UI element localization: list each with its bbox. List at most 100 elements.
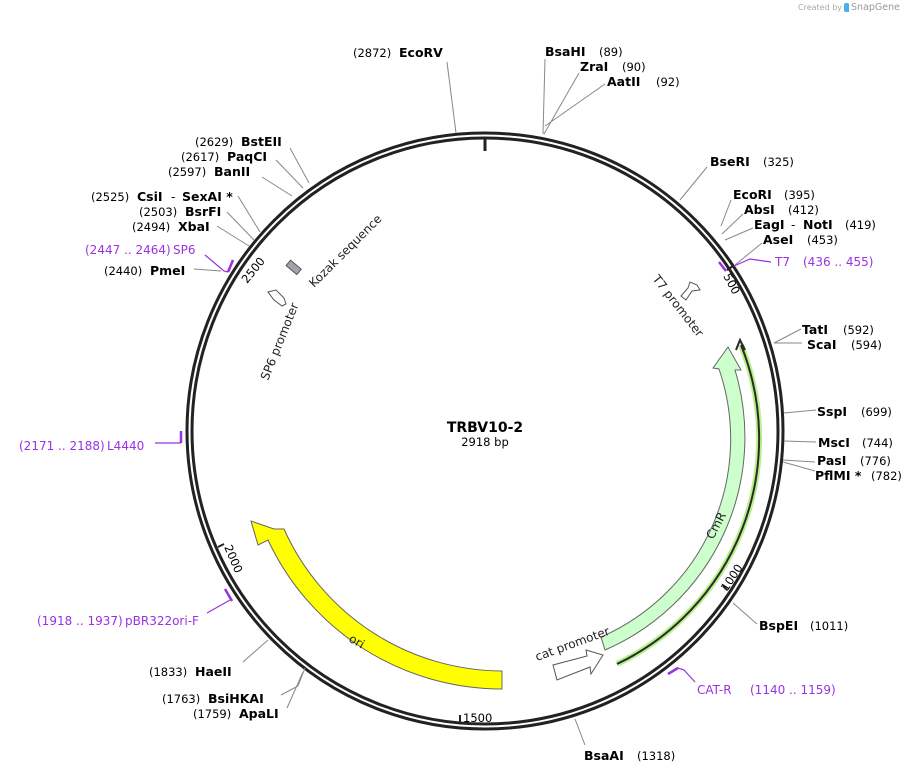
enzyme-eagi-noti[interactable]: EagI - NotI (419)	[754, 217, 876, 232]
enzyme-position: (2629)	[195, 135, 233, 149]
enzyme-paqci[interactable]: (2617) PaqCI	[181, 149, 267, 164]
enzyme-name: BseRI	[710, 154, 750, 169]
primer-range: (1918 .. 1937)	[37, 614, 123, 628]
enzyme-msci[interactable]: MscI (744)	[818, 435, 893, 450]
primer-name: L4440	[107, 439, 144, 453]
enzyme-position: (1318)	[637, 749, 675, 763]
enzyme-aatii[interactable]: AatII (92)	[607, 74, 680, 89]
enzyme-name: ApaLI	[239, 706, 279, 721]
feature-kozak[interactable]: Kozak sequence	[285, 212, 385, 290]
snapgene-watermark: Created by SnapGene	[798, 2, 900, 13]
primer-range: (2171 .. 2188)	[19, 439, 105, 453]
primer-range: (2447 .. 2464)	[85, 243, 171, 257]
enzyme-name: PflMI *	[815, 468, 862, 483]
enzyme-name: XbaI	[178, 219, 210, 234]
enzyme-position: (776)	[860, 454, 891, 468]
enzyme-bspei[interactable]: BspEI (1011)	[759, 618, 848, 633]
enzyme-ecori[interactable]: EcoRI (395)	[733, 187, 815, 202]
enzyme-banii[interactable]: (2597) BanII	[168, 164, 250, 179]
enzyme-separator: -	[171, 190, 175, 204]
enzyme-position: (453)	[807, 233, 838, 247]
enzyme-absi[interactable]: AbsI (412)	[744, 202, 819, 217]
primer-sp6[interactable]: (2447 .. 2464) SP6	[85, 243, 235, 273]
enzyme-position: (325)	[763, 155, 794, 169]
enzyme-name: BstEII	[241, 134, 282, 149]
enzyme-position: (89)	[599, 45, 623, 59]
enzyme-position: (782)	[871, 469, 902, 483]
enzyme-position: (1763)	[162, 692, 200, 706]
enzyme-name: BsiHKAI	[208, 691, 264, 706]
enzyme-name: BsaHI	[545, 44, 586, 59]
enzyme-labels: (2872) EcoRV BsaHI (89) ZraI (90) AatII …	[91, 44, 902, 763]
enzyme-csii-sexai[interactable]: (2525) CsiI - SexAI *	[91, 189, 233, 204]
feature-cat-promoter[interactable]: cat promoter	[533, 624, 612, 681]
enzyme-position: (592)	[843, 323, 874, 337]
enzyme-position: (2503)	[139, 205, 177, 219]
watermark-brand: SnapGene	[851, 2, 900, 13]
enzyme-name: EagI	[754, 217, 785, 232]
enzyme-name: BspEI	[759, 618, 798, 633]
primer-cat-r[interactable]: CAT-R (1140 .. 1159)	[667, 666, 836, 697]
enzyme-name: PmeI	[150, 263, 185, 278]
enzyme-position: (2440)	[104, 264, 142, 278]
feature-cmr[interactable]: CmR	[600, 346, 746, 651]
enzyme-position: (1011)	[810, 619, 848, 633]
primer-name: T7	[774, 255, 790, 269]
enzyme-asei[interactable]: AseI (453)	[763, 232, 838, 247]
feature-label-kozak: Kozak sequence	[306, 212, 384, 290]
enzyme-zrai[interactable]: ZraI (90)	[580, 59, 646, 74]
enzyme-apali[interactable]: (1759) ApaLI	[193, 706, 279, 721]
enzyme-name: ScaI	[807, 337, 837, 352]
plasmid-name: TRBV10-2	[447, 420, 523, 436]
feature-sp6-promoter[interactable]: SP6 promoter	[258, 289, 302, 382]
enzyme-pflmi[interactable]: PflMI * (782)	[815, 468, 902, 483]
enzyme-position: (90)	[622, 60, 646, 74]
enzyme-sspi[interactable]: SspI (699)	[817, 404, 892, 419]
enzyme-name: MscI	[818, 435, 850, 450]
primer-pbr322ori-f[interactable]: (1918 .. 1937) pBR322ori-F	[37, 588, 234, 628]
enzyme-scai[interactable]: ScaI (594)	[807, 337, 882, 352]
enzyme-bsaai[interactable]: BsaAI (1318)	[584, 748, 675, 763]
enzyme-position: (2525)	[91, 190, 129, 204]
enzyme-position: (1833)	[149, 665, 187, 679]
enzyme-bsihkai[interactable]: (1763) BsiHKAI	[162, 691, 264, 706]
enzyme-pmei[interactable]: (2440) PmeI	[104, 263, 185, 278]
enzyme-position: (699)	[861, 405, 892, 419]
enzyme-name: EcoRI	[733, 187, 772, 202]
enzyme-tati[interactable]: TatI (592)	[802, 322, 874, 337]
enzyme-position: (412)	[788, 203, 819, 217]
enzyme-haeii[interactable]: (1833) HaeII	[149, 664, 232, 679]
enzyme-position: (2872)	[353, 46, 391, 60]
enzyme-pasi[interactable]: PasI (776)	[817, 453, 891, 468]
tick-label-1500: 1500	[463, 711, 492, 725]
enzyme-leader-lines	[193, 58, 817, 746]
primer-t7[interactable]: T7 (436 .. 455)	[718, 255, 873, 272]
enzyme-name: ZraI	[580, 59, 608, 74]
plasmid-backbone	[185, 131, 785, 731]
primers: T7 (436 .. 455) CAT-R (1140 .. 1159) (19…	[19, 243, 873, 697]
enzyme-bsahi[interactable]: BsaHI (89)	[545, 44, 623, 59]
feature-label-sp6-promoter: SP6 promoter	[258, 301, 302, 382]
enzyme-name: CsiI	[137, 189, 163, 204]
enzyme-position: (744)	[862, 436, 893, 450]
feature-t7-promoter[interactable]: T7 promoter	[649, 271, 707, 339]
feature-ori[interactable]: ori	[250, 520, 503, 690]
enzyme-bseri[interactable]: BseRI (325)	[710, 154, 794, 169]
enzyme-position: (419)	[845, 218, 876, 232]
enzyme-bsteii[interactable]: (2629) BstEII	[195, 134, 282, 149]
enzyme-ecorv[interactable]: (2872) EcoRV	[353, 45, 443, 60]
primer-name: pBR322ori-F	[125, 614, 199, 628]
feature-label-t7-promoter: T7 promoter	[649, 271, 707, 339]
watermark-prefix: Created by	[798, 3, 843, 12]
primer-l4440[interactable]: (2171 .. 2188) L4440	[19, 431, 183, 453]
enzyme-position: (2617)	[181, 150, 219, 164]
enzyme-name-2: NotI	[803, 217, 833, 232]
enzyme-bsrfi[interactable]: (2503) BsrFI	[139, 204, 221, 219]
enzyme-xbai[interactable]: (2494) XbaI	[132, 219, 210, 234]
enzyme-separator: -	[791, 218, 795, 232]
enzyme-name: AbsI	[744, 202, 775, 217]
enzyme-name: TatI	[802, 322, 828, 337]
plasmid-length: 2918 bp	[461, 435, 509, 449]
primer-range: (436 .. 455)	[803, 255, 873, 269]
